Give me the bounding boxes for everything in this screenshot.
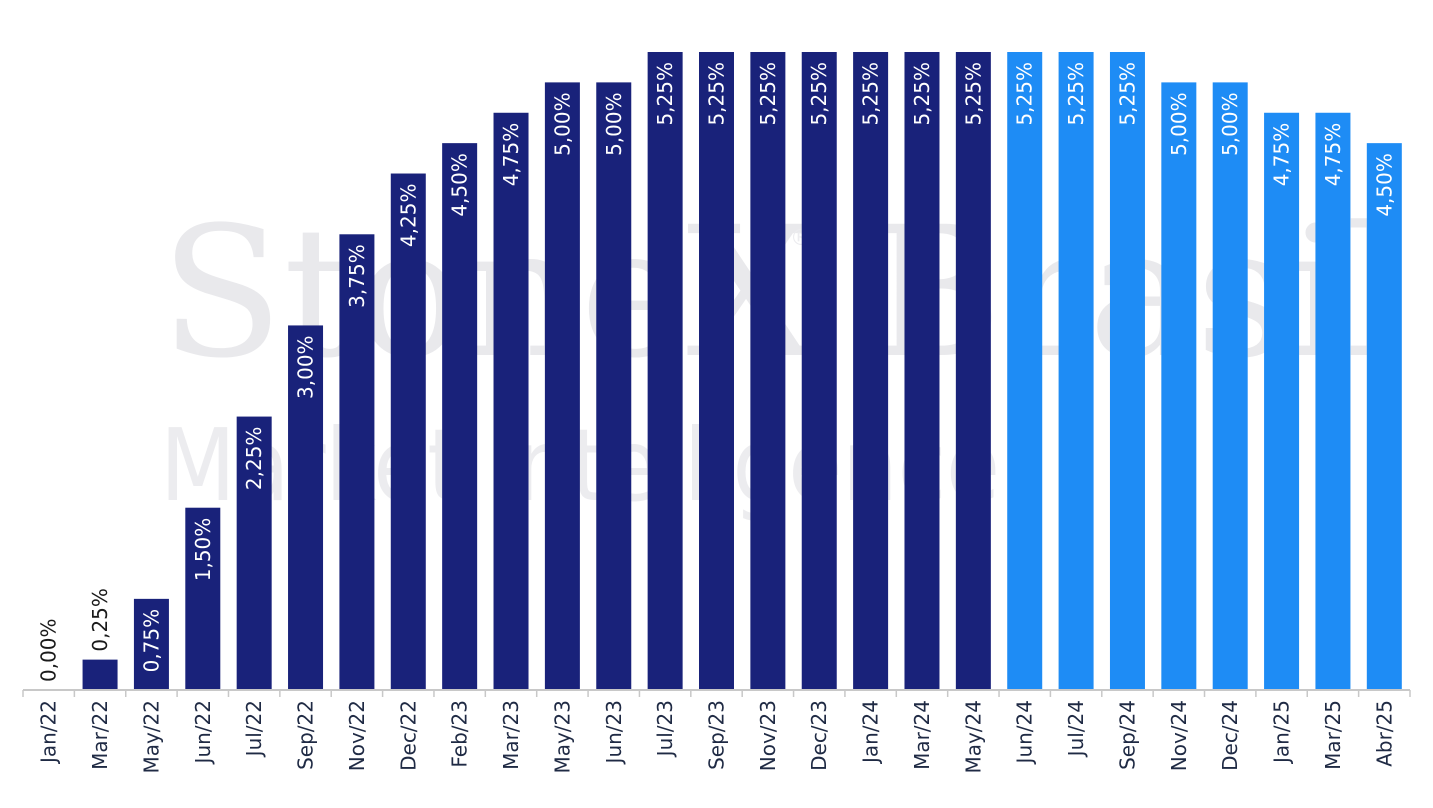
x-tick-label: Jun/23 (602, 700, 626, 765)
bar-data-label: 5,00% (1218, 92, 1242, 156)
bar-data-label: 5,00% (602, 92, 626, 156)
bar-may-22 (133, 598, 169, 690)
bar-nov-23 (750, 52, 786, 690)
bar-data-label: 5,25% (961, 62, 985, 126)
bar-data-label: 4,75% (1270, 123, 1294, 187)
x-tick-label: Jan/25 (1270, 700, 1294, 765)
x-tick-label: Dec/22 (396, 700, 420, 771)
bar-may-24 (955, 52, 991, 690)
bar-data-labels: 0,00% 0,25% 0,75% 1,50% 2,25% 3,00% 3,75% 4,25%… (37, 62, 1397, 682)
x-tick-label: Jun/22 (191, 700, 215, 765)
x-tick-label: Jan/22 (37, 700, 61, 765)
bar-nov-24 (1161, 82, 1197, 690)
bar-may-23 (544, 82, 580, 690)
x-tick-label: Jan/24 (859, 700, 883, 765)
bar-mar-24 (904, 52, 940, 690)
x-axis-ticks (22, 690, 1411, 697)
bar-data-label: 5,25% (653, 62, 677, 126)
x-tick-label: Jul/24 (1064, 700, 1088, 758)
x-tick-label: Nov/22 (345, 700, 369, 771)
bar-data-label: 4,50% (448, 153, 472, 217)
bar-data-label: 0,75% (139, 609, 163, 673)
x-tick-label: Mar/22 (88, 700, 112, 770)
bar-data-label: 5,25% (1115, 62, 1139, 126)
bar-data-label: 1,50% (191, 518, 215, 582)
bar-data-label: 3,75% (345, 244, 369, 308)
bar-data-label: 5,25% (756, 62, 780, 126)
bar-series (82, 52, 1402, 691)
x-tick-label: Sep/22 (294, 700, 318, 770)
bar-jul-22 (236, 416, 272, 690)
bar-data-label: 3,00% (294, 335, 318, 399)
bar-data-label: 5,25% (807, 62, 831, 126)
bar-jan-25 (1264, 112, 1300, 690)
x-tick-label: May/23 (550, 700, 574, 774)
bar-data-label: 5,25% (859, 62, 883, 126)
bar-jan-24 (853, 52, 889, 690)
bar-data-label: 5,25% (705, 62, 729, 126)
bar-data-label: 4,75% (1321, 123, 1345, 187)
bar-sep-23 (699, 52, 734, 690)
bar-jun-22 (185, 507, 221, 690)
x-tick-label: Nov/23 (756, 700, 780, 771)
bar-data-label: 2,25% (242, 427, 266, 491)
bar-mar-23 (493, 112, 529, 690)
bar-data-label: 4,50% (1372, 153, 1396, 217)
x-tick-label: Jul/23 (653, 700, 677, 758)
bar-jun-24 (1007, 52, 1043, 690)
x-tick-label: Dec/23 (807, 700, 831, 771)
bar-data-label: 0,00% (37, 618, 61, 682)
bar-data-label: 5,00% (1167, 92, 1191, 156)
x-axis-tick-labels: Jan/22 Mar/22 May/22 Jun/22 Jul/22 Sep/22 Nov/… (37, 700, 1397, 774)
x-tick-label: Sep/24 (1115, 700, 1139, 770)
bar-data-label: 5,25% (1013, 62, 1037, 126)
x-tick-label: Sep/23 (705, 700, 729, 770)
x-tick-label: Abr/25 (1372, 700, 1396, 767)
bar-mar-25 (1315, 112, 1351, 690)
bar-data-label: 5,00% (550, 92, 574, 156)
bar-dec-23 (801, 52, 837, 690)
bar-sep-22 (288, 325, 324, 690)
bar-jul-24 (1058, 52, 1094, 690)
bar-mar-22 (82, 659, 118, 690)
x-tick-label: Mar/25 (1321, 700, 1345, 770)
bar-data-label: 4,75% (499, 123, 523, 187)
bar-nov-22 (339, 234, 375, 691)
bar-data-label: 0,25% (88, 588, 112, 652)
bar-feb-23 (442, 143, 478, 690)
bar-data-label: 5,25% (1064, 62, 1088, 126)
x-tick-label: Nov/24 (1167, 700, 1191, 771)
x-tick-label: Mar/23 (499, 700, 523, 770)
x-tick-label: Jun/24 (1013, 700, 1037, 765)
x-tick-label: May/22 (139, 700, 163, 774)
bar-jun-23 (596, 82, 632, 690)
bar-jul-23 (647, 52, 683, 690)
bar-data-label: 4,25% (396, 184, 420, 248)
x-tick-label: Mar/24 (910, 700, 934, 770)
x-tick-label: May/24 (961, 700, 985, 774)
x-tick-label: Jul/22 (242, 700, 266, 758)
x-tick-label: Dec/24 (1218, 700, 1242, 771)
bar-sep-24 (1109, 52, 1145, 690)
x-tick-label: Feb/23 (448, 700, 472, 768)
bar-dec-24 (1212, 82, 1248, 690)
bar-abr-25 (1366, 143, 1402, 690)
bar-data-label: 5,25% (910, 62, 934, 126)
bar-dec-22 (390, 173, 426, 690)
